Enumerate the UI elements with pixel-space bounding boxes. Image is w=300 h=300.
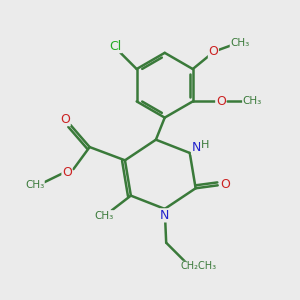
Text: CH₃: CH₃ bbox=[243, 96, 262, 106]
Text: CH₃: CH₃ bbox=[25, 180, 44, 190]
Text: O: O bbox=[62, 166, 72, 178]
Text: N: N bbox=[160, 209, 169, 222]
Text: Cl: Cl bbox=[109, 40, 122, 52]
Text: H: H bbox=[201, 140, 209, 150]
Text: O: O bbox=[208, 45, 218, 58]
Text: CH₃: CH₃ bbox=[230, 38, 250, 47]
Text: O: O bbox=[60, 112, 70, 126]
Text: O: O bbox=[216, 95, 226, 108]
Text: CH₂CH₃: CH₂CH₃ bbox=[181, 261, 217, 271]
Text: O: O bbox=[221, 178, 231, 191]
Text: CH₃: CH₃ bbox=[94, 211, 113, 221]
Text: N: N bbox=[191, 141, 201, 154]
